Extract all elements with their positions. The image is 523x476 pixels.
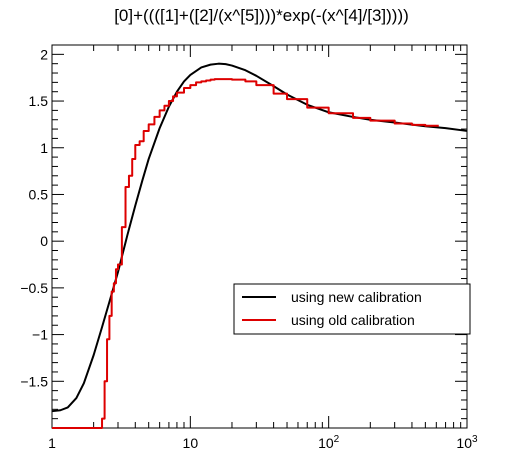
legend-label: using new calibration	[291, 289, 422, 305]
data-curves	[51, 62, 468, 429]
x-tick-label-base: 10	[183, 435, 199, 451]
legend-box	[233, 283, 471, 335]
series-line-new-calibration	[51, 62, 468, 413]
x-tick-label-base: 10	[318, 435, 334, 451]
y-tick-label: 2	[40, 46, 48, 62]
y-tick-label: 1	[40, 140, 48, 156]
x-tick-label: 102	[318, 434, 340, 451]
x-tick-label: 1	[48, 435, 56, 451]
legend: using new calibration using old calibrati…	[233, 283, 471, 335]
x-tick-label-base: 10	[456, 435, 472, 451]
y-tick-label: −0.5	[20, 280, 48, 296]
axis-ticks: 1 10 102 103−1.5−1−0.500.511.52	[20, 44, 478, 451]
x-tick-label-exponent: 3	[472, 434, 478, 445]
series-line-old-calibration	[52, 78, 439, 429]
y-tick-label: −1	[32, 327, 48, 343]
y-tick-label: −1.5	[20, 373, 48, 389]
x-tick-label: 103	[456, 434, 478, 451]
x-tick-label: 10	[183, 435, 199, 451]
x-tick-label-base: 1	[48, 435, 56, 451]
y-tick-label: 0	[40, 233, 48, 249]
y-tick-label: 1.5	[29, 93, 49, 109]
x-tick-label-exponent: 2	[334, 434, 340, 445]
legend-label: using old calibration	[291, 312, 415, 328]
chart-title: [0]+((([1]+([2]/(x^[5])))*exp(-(x^[4]/[3…	[114, 6, 409, 25]
plot-frame	[51, 44, 468, 429]
y-tick-label: 0.5	[29, 186, 49, 202]
